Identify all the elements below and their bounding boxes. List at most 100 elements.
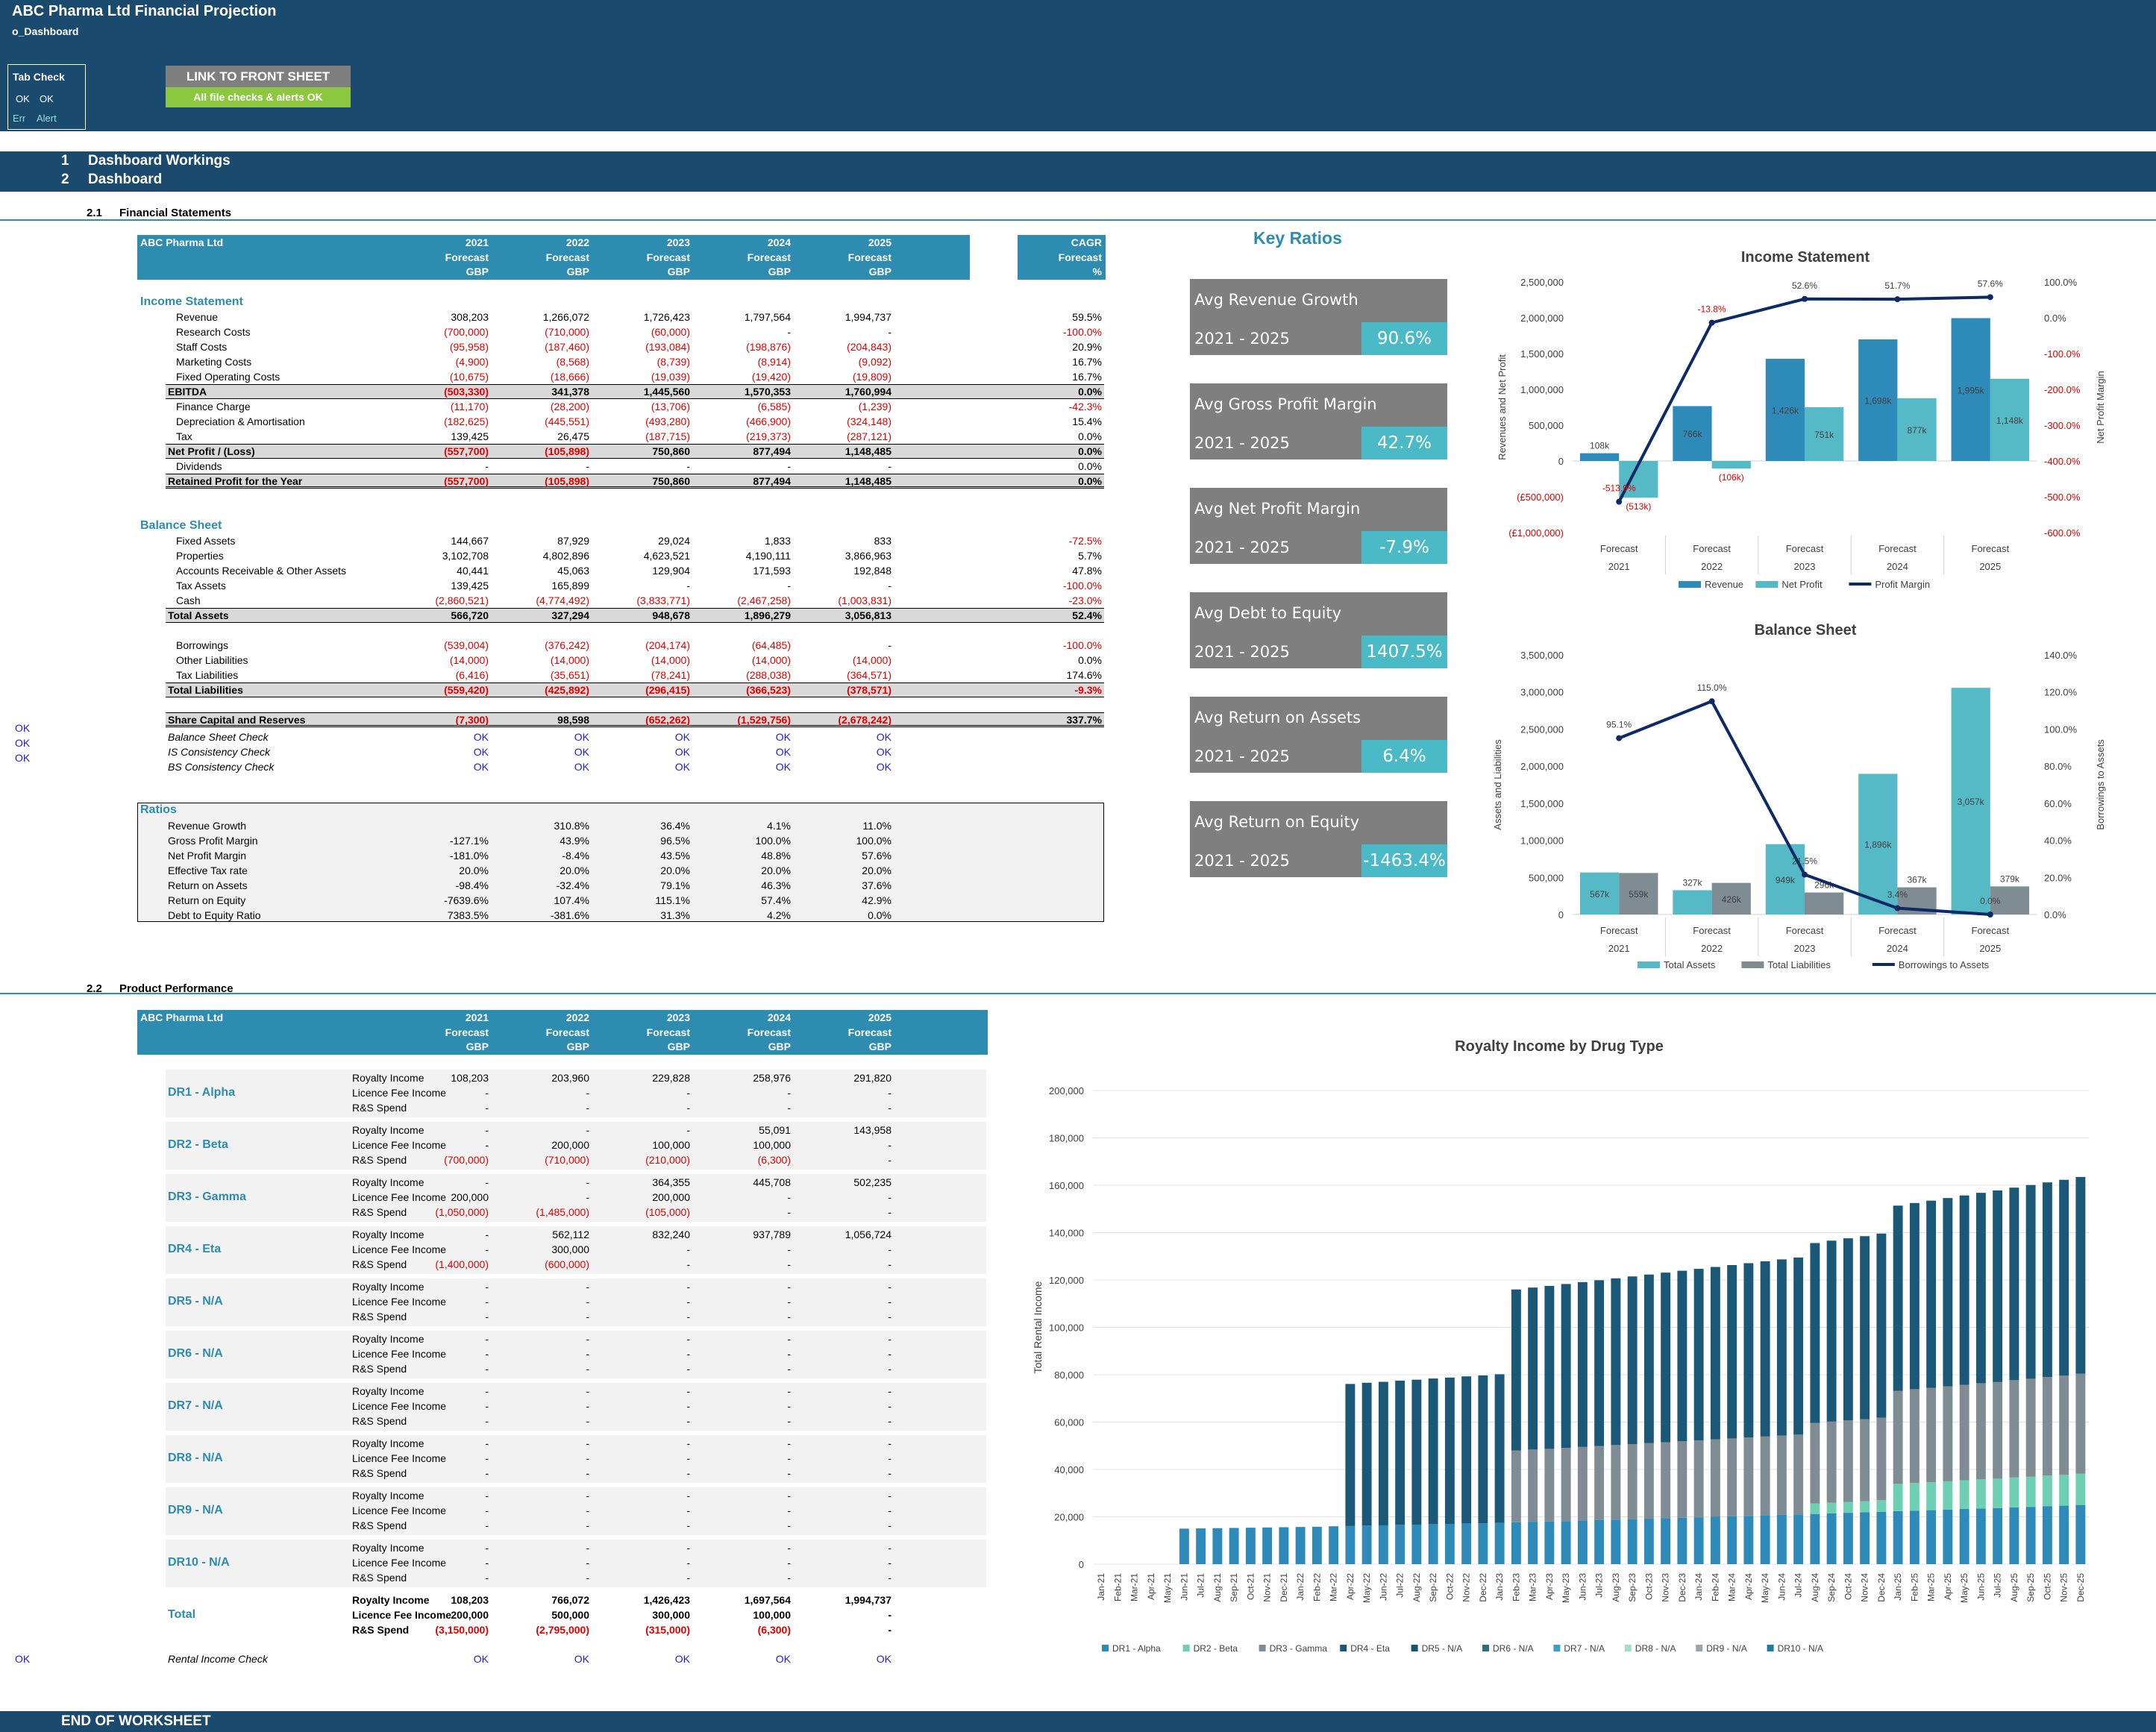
x-tick-label: Jun-25 [1975,1573,1986,1601]
cell-value: - [787,1519,791,1531]
bar-dr3-gamma [1594,1446,1605,1520]
header-gap [970,235,1018,280]
cell-value: 1,426,423 [643,1594,690,1606]
row-label: Finance Charge [176,401,251,412]
bar-dr3-gamma [1959,1384,1969,1481]
cell-value: 143,958 [853,1124,891,1136]
bar-dr4-eta [1395,1380,1406,1525]
bar-dr3-gamma [1643,1443,1654,1519]
bar-revenue [1579,453,1620,461]
cell-value: - [888,1258,891,1270]
cell-value: (14,000) [449,654,489,666]
cell-value: - [485,1557,489,1569]
bar-total-liabilities [1990,886,2030,914]
key-ratio-period: 2021 - 2025 [1194,643,1290,661]
bar-dr4-eta [1909,1202,1920,1390]
product-name: DR6 - N/A [168,1347,223,1360]
data-label: (513k) [1626,501,1651,512]
section-title[interactable]: Dashboard Workings [88,153,231,169]
bar-dr4-eta [1643,1274,1654,1443]
cell-value: (376,242) [545,639,589,651]
year-header: 2021 [465,236,489,248]
bar-dr1-alpha [1577,1520,1588,1564]
cell-value: - [787,1557,791,1569]
cell-value: - [586,1542,589,1554]
y-axis-title: Assets and Liabilities [1492,739,1503,830]
cell-value: - [888,1311,891,1322]
check-status: OK [15,737,31,749]
cell-value: (315,000) [645,1624,690,1636]
company-name: ABC Pharma Ltd [140,236,224,248]
cell-value: 200,000 [551,1139,589,1151]
cell-value: (1,485,000) [536,1206,589,1218]
forecast-label: Forecast [445,251,489,263]
row-label: Marketing Costs [176,356,252,368]
currency-label: GBP [667,266,690,277]
bar-dr1-alpha [1378,1525,1388,1564]
y-axis-title: Revenues and Net Profit [1497,354,1508,460]
ratio-label: Net Profit Margin [168,850,247,862]
forecast-label: Forecast [646,1026,690,1038]
cell-value: - [888,1557,891,1569]
y-tick-label: 140,000 [1049,1228,1084,1239]
cell-value: - [586,1124,589,1136]
section-title[interactable]: Dashboard [88,172,163,187]
link-to-front-sheet-button[interactable]: LINK TO FRONT SHEET [166,66,351,87]
legend-swatch [1259,1645,1266,1651]
product-row-band [166,1435,986,1483]
legend-swatch [1767,1645,1774,1651]
ratio-value: 4.1% [767,820,791,832]
cell-value: (425,892) [545,684,589,696]
line-marker [1802,295,1808,302]
key-ratios-title: Key Ratios [1253,228,1342,248]
cell-value: 200,000 [451,1191,489,1203]
forecast-label: Forecast [747,251,791,263]
ratio-value: 48.8% [761,850,791,862]
currency-label: GBP [466,266,489,277]
bar-dr2-beta [2009,1477,2019,1507]
item-label: Royalty Income [352,1281,424,1293]
section-heading: Ratios [140,803,177,816]
bar-dr2-beta [1843,1502,1853,1513]
y-tick-label: 40,000 [1054,1464,1084,1475]
bar-dr1-alpha [1329,1526,1339,1564]
bar-dr1-alpha [2025,1507,2036,1564]
cagr-value: 16.7% [1072,356,1102,368]
product-name: DR5 - N/A [168,1295,223,1308]
check-value: OK [473,1653,489,1665]
check-status: OK [15,752,31,764]
product-row-band [166,1070,986,1117]
cell-value: - [787,1206,791,1218]
line-label: 21.5% [1792,856,1817,867]
legend-label: DR4 - Eta [1350,1643,1390,1654]
cell-value: 139,425 [451,580,489,592]
x-tick-label: Sep-24 [1826,1573,1837,1602]
cell-value: (539,004) [444,639,489,651]
bar-dr3-gamma [1893,1390,1903,1484]
bar-dr3-gamma [1760,1436,1770,1516]
bar-dr3-gamma [1511,1450,1521,1522]
cell-value: 766,072 [551,1594,589,1606]
line-marker [1616,735,1623,741]
cell-value: - [485,1311,489,1322]
cell-value: - [586,1281,589,1293]
key-ratio-period: 2021 - 2025 [1194,852,1290,870]
year-header: 2025 [868,1011,891,1023]
ratio-value: 115.1% [655,894,690,906]
y-tick-label: 500,000 [1529,420,1564,431]
key-ratio-label: Avg Net Profit Margin [1194,500,1361,518]
cell-value: - [888,1572,891,1584]
cell-value: (557,700) [444,475,489,487]
y2-tick-label: -300.0% [2044,420,2081,431]
currency-label: GBP [768,266,791,277]
item-label: Royalty Income [352,1176,424,1188]
cell-value: 3,102,708 [442,550,489,562]
ratio-value: 20.0% [660,865,690,876]
chart-title: Income Statement [1740,249,1870,266]
cell-value: (1,050,000) [435,1206,489,1218]
x-tick-label: Aug-22 [1411,1573,1422,1602]
item-label: R&S Spend [352,1467,407,1479]
check-value: OK [574,761,589,773]
item-label: Royalty Income [352,1124,424,1136]
row-label: Other Liabilities [176,654,248,666]
